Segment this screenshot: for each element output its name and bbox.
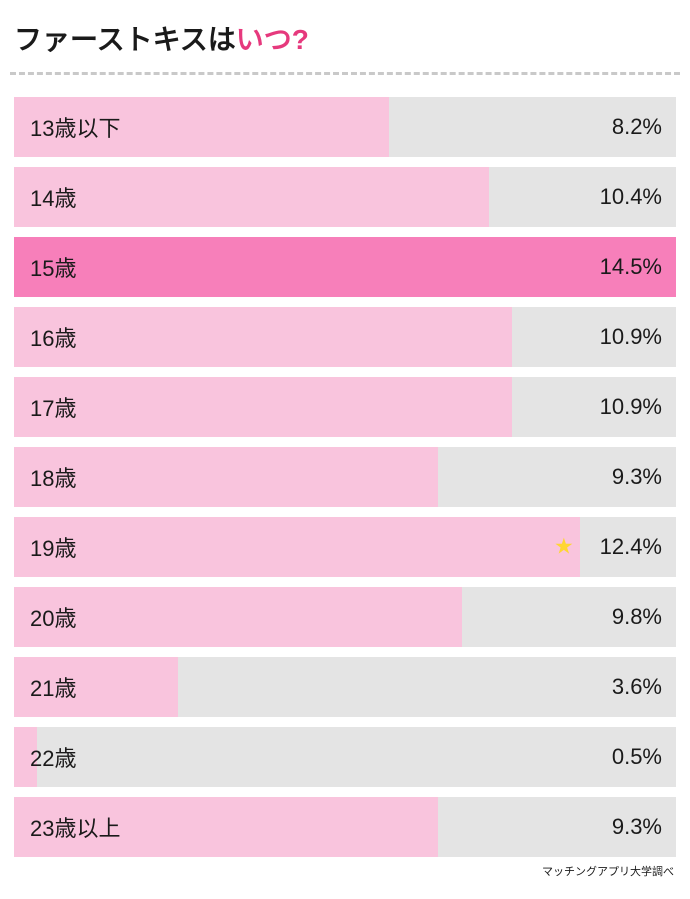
bar-fill [14, 307, 512, 367]
bar-row: 18歳 9.3% [14, 447, 676, 507]
bar-value: 14.5% [600, 254, 662, 280]
bar-label: 17歳 [30, 391, 76, 423]
bar-label: 19歳 [30, 531, 76, 563]
star-icon: ★ [554, 533, 574, 559]
bar-value: 9.3% [612, 814, 662, 840]
bar-row: 20歳 9.8% [14, 587, 676, 647]
bar-label: 20歳 [30, 601, 76, 633]
bar-value: 10.4% [600, 184, 662, 210]
title-accent: いつ? [236, 24, 309, 55]
bar-label: 13歳以下 [30, 111, 120, 143]
bar-row: 16歳 10.9% [14, 307, 676, 367]
bar-row: 22歳 0.5% [14, 727, 676, 787]
bar-chart: 13歳以下 8.2% 14歳 10.4% 15歳 14.5% 16歳 10.9% 17歳 10.9… [10, 97, 680, 857]
bar-row: 19歳 12.4% ★ [14, 517, 676, 577]
bar-row: 17歳 10.9% [14, 377, 676, 437]
bar-fill [14, 237, 676, 297]
bar-label: 16歳 [30, 321, 76, 353]
bar-fill [14, 517, 580, 577]
bar-row: 13歳以下 8.2% [14, 97, 676, 157]
bar-value: 9.3% [612, 464, 662, 490]
bar-label: 18歳 [30, 461, 76, 493]
bar-row: 15歳 14.5% [14, 237, 676, 297]
bar-value: 8.2% [612, 114, 662, 140]
bar-value: 12.4% [600, 534, 662, 560]
chart-title: ファーストキスはいつ? [10, 18, 680, 72]
title-divider [10, 72, 680, 75]
title-prefix: ファーストキスは [14, 24, 236, 55]
bar-track [14, 727, 676, 787]
bar-value: 10.9% [600, 324, 662, 350]
bar-label: 15歳 [30, 251, 76, 283]
bar-label: 14歳 [30, 181, 76, 213]
source-text: マッチングアプリ大学調べ [10, 857, 680, 879]
bar-row: 21歳 3.6% [14, 657, 676, 717]
bar-value: 3.6% [612, 674, 662, 700]
bar-row: 14歳 10.4% [14, 167, 676, 227]
bar-row: 23歳以上 9.3% [14, 797, 676, 857]
bar-fill [14, 377, 512, 437]
bar-fill [14, 167, 489, 227]
bar-label: 23歳以上 [30, 811, 120, 843]
bar-label: 22歳 [30, 741, 76, 773]
bar-fill [14, 447, 438, 507]
bar-value: 9.8% [612, 604, 662, 630]
bar-label: 21歳 [30, 671, 76, 703]
bar-fill [14, 587, 462, 647]
bar-value: 0.5% [612, 744, 662, 770]
bar-value: 10.9% [600, 394, 662, 420]
